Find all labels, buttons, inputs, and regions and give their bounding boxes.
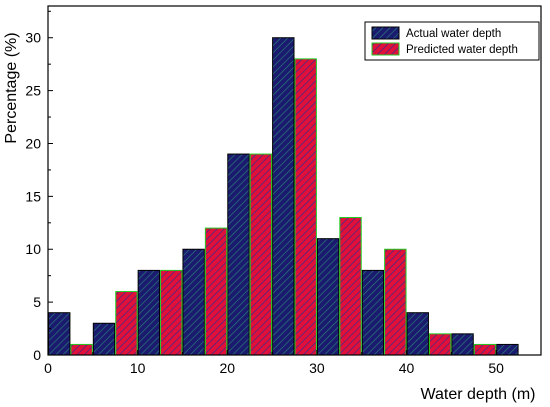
bar-predicted-7.5	[115, 291, 138, 356]
bar-actual-42.5	[406, 312, 429, 356]
legend: Actual water depth Predicted water depth	[364, 21, 540, 61]
y-axis-title: Percentage (%)	[3, 32, 20, 143]
legend-label-1: Predicted water depth	[406, 44, 518, 56]
bar-predicted-22.5	[249, 153, 273, 356]
bar-predicted-47.5	[473, 343, 497, 356]
x-tick-label: 10	[130, 360, 146, 376]
bar-actual-52.5	[496, 343, 519, 356]
y-tick-label: 0	[33, 347, 41, 363]
bar-actual-12.5	[137, 269, 161, 356]
x-tick-label: 0	[44, 360, 52, 376]
bar-actual-17.5	[182, 248, 205, 356]
y-tick-label: 25	[25, 83, 41, 99]
bar-actual-27.5	[272, 37, 295, 356]
bar-predicted-2.5	[70, 343, 93, 356]
x-tick-label: 30	[309, 360, 325, 376]
bar-actual-2.5	[48, 312, 71, 356]
y-tick-label: 20	[25, 135, 41, 151]
bar-actual-37.5	[361, 269, 385, 356]
x-tick-label: 40	[399, 360, 415, 376]
bars-layer	[48, 37, 519, 356]
bar-actual-32.5	[316, 238, 340, 356]
bar-predicted-37.5	[384, 248, 407, 356]
legend-swatch-0	[371, 26, 400, 40]
ticks-layer: 0 10 20 30 40 50 0 5 10 15 20 25 30	[25, 10, 504, 376]
y-tick-label: 15	[25, 188, 41, 204]
y-tick-label: 30	[25, 30, 41, 46]
bar-predicted-27.5	[294, 58, 317, 356]
bar-predicted-42.5	[428, 333, 452, 356]
legend-label-0: Actual water depth	[406, 28, 501, 40]
bar-actual-47.5	[451, 333, 474, 356]
bar-predicted-17.5	[204, 227, 228, 356]
y-tick-label: 10	[25, 241, 41, 257]
plot-frame	[47, 5, 542, 356]
x-axis-title: Water depth (m)	[421, 386, 536, 403]
x-tick-label: 20	[219, 360, 235, 376]
bar-predicted-12.5	[160, 269, 183, 356]
x-tick-label: 50	[488, 360, 504, 376]
y-tick-label: 5	[33, 294, 41, 310]
legend-swatch-1	[371, 42, 400, 56]
bar-actual-22.5	[227, 153, 250, 356]
bar-predicted-32.5	[339, 217, 362, 356]
bar-actual-7.5	[92, 322, 116, 356]
